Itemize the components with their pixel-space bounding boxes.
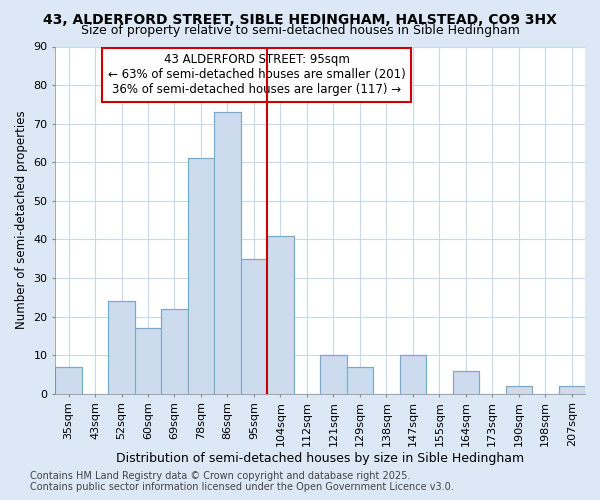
Bar — [214, 112, 241, 394]
Bar — [506, 386, 532, 394]
Text: Size of property relative to semi-detached houses in Sible Hedingham: Size of property relative to semi-detach… — [80, 24, 520, 37]
Text: 43 ALDERFORD STREET: 95sqm
← 63% of semi-detached houses are smaller (201)
36% o: 43 ALDERFORD STREET: 95sqm ← 63% of semi… — [108, 54, 406, 96]
Bar — [320, 355, 347, 394]
Bar — [267, 236, 293, 394]
Bar — [559, 386, 585, 394]
Bar — [55, 367, 82, 394]
Bar — [347, 367, 373, 394]
Bar — [108, 301, 135, 394]
Bar — [400, 355, 426, 394]
Text: 43, ALDERFORD STREET, SIBLE HEDINGHAM, HALSTEAD, CO9 3HX: 43, ALDERFORD STREET, SIBLE HEDINGHAM, H… — [43, 12, 557, 26]
Text: Contains HM Land Registry data © Crown copyright and database right 2025.
Contai: Contains HM Land Registry data © Crown c… — [30, 471, 454, 492]
Y-axis label: Number of semi-detached properties: Number of semi-detached properties — [15, 111, 28, 330]
Bar — [161, 309, 188, 394]
Bar — [452, 370, 479, 394]
Bar — [135, 328, 161, 394]
Bar — [241, 258, 267, 394]
X-axis label: Distribution of semi-detached houses by size in Sible Hedingham: Distribution of semi-detached houses by … — [116, 452, 524, 465]
Bar — [188, 158, 214, 394]
